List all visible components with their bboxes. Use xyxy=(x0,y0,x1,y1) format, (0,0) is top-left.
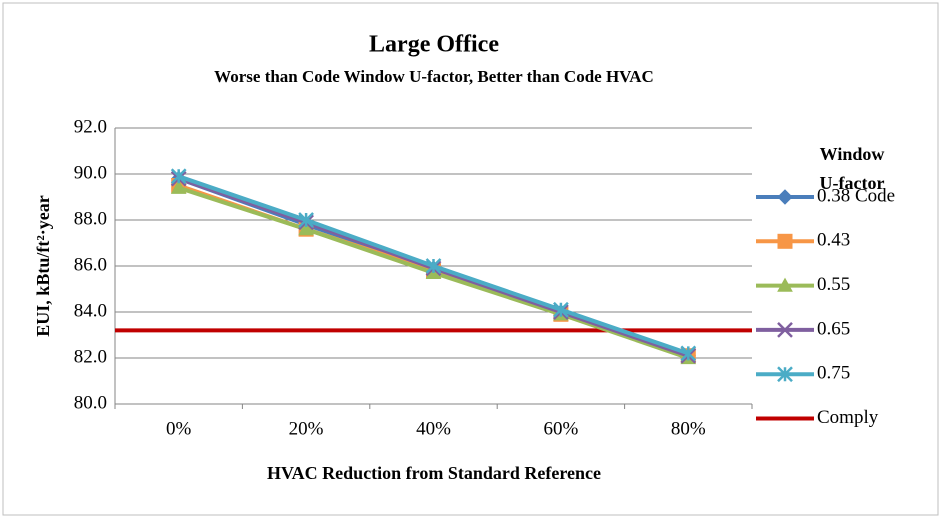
legend-marker xyxy=(777,233,793,249)
y-axis-title: EUI, kBtu/ft²·year xyxy=(33,195,53,336)
legend-label: 0.75 xyxy=(817,363,850,384)
chart-subtitle: Worse than Code Window U-factor, Better … xyxy=(214,67,654,86)
y-tick-label: 90.0 xyxy=(74,162,107,183)
point xyxy=(680,345,697,362)
legend-label: 0.43 xyxy=(817,230,850,251)
legend-label: 0.38 Code xyxy=(817,185,895,206)
point xyxy=(298,212,314,228)
point xyxy=(170,179,187,194)
y-tick-label: 86.0 xyxy=(74,254,107,275)
x-tick-label: 60% xyxy=(543,418,578,439)
x-tick-label: 40% xyxy=(416,418,451,439)
point xyxy=(553,301,569,318)
legend-marker xyxy=(777,189,793,205)
legend-label: Comply xyxy=(817,407,879,428)
point xyxy=(298,221,314,236)
y-tick-label: 80.0 xyxy=(74,392,107,413)
legend-label: 0.65 xyxy=(817,318,850,339)
point xyxy=(170,168,187,185)
legend-label: 0.55 xyxy=(817,274,850,295)
chart-title: Large Office xyxy=(369,32,499,58)
y-tick-label: 88.0 xyxy=(74,208,107,229)
legend-marker xyxy=(777,277,793,292)
legend-title: U-factor xyxy=(820,173,885,193)
x-axis-title: HVAC Reduction from Standard Reference xyxy=(267,463,601,483)
x-tick-label: 80% xyxy=(671,418,706,439)
y-tick-label: 82.0 xyxy=(74,346,107,367)
y-tick-label: 84.0 xyxy=(74,300,107,321)
point xyxy=(425,258,442,274)
legend-title: Window xyxy=(820,144,885,164)
legend-marker xyxy=(777,322,793,338)
y-tick-label: 92.0 xyxy=(74,116,107,137)
x-tick-label: 0% xyxy=(166,418,192,439)
x-tick-label: 20% xyxy=(289,418,324,439)
legend-marker xyxy=(777,366,793,383)
